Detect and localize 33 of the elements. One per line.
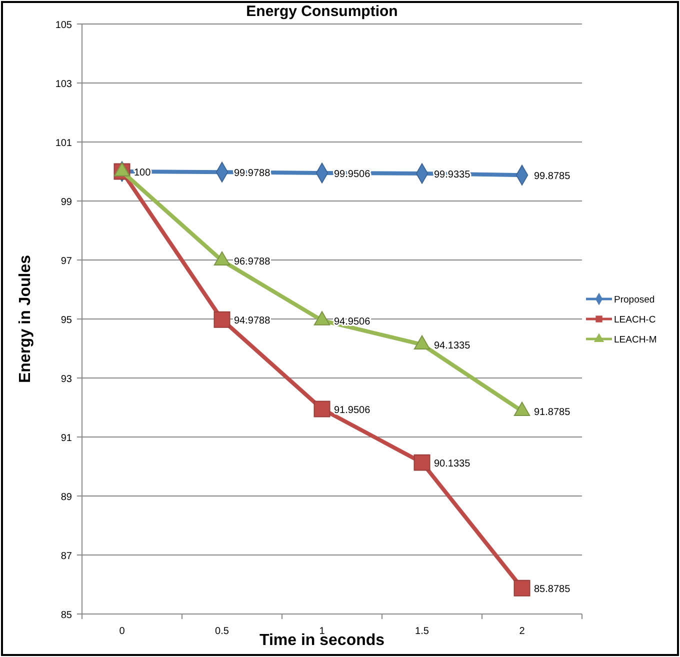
y-tick-label: 95 bbox=[60, 315, 72, 326]
legend-label: LEACH-C bbox=[614, 314, 656, 326]
x-tick-label: 0.5 bbox=[215, 626, 230, 637]
y-tick-label: 99 bbox=[60, 197, 72, 208]
y-tick-label: 103 bbox=[55, 79, 72, 90]
y-tick-label: 87 bbox=[60, 551, 72, 562]
data-label: 94.9506 bbox=[334, 316, 371, 328]
chart-title: Energy Consumption bbox=[246, 3, 398, 20]
y-tick-label: 91 bbox=[60, 433, 72, 444]
y-tick-label: 89 bbox=[60, 492, 72, 503]
y-axis-title: Energy in Joules bbox=[17, 254, 34, 384]
point bbox=[514, 580, 530, 596]
data-label: 85.8785 bbox=[534, 584, 571, 596]
data-label: 90.1335 bbox=[434, 458, 471, 470]
legend-label: LEACH-M bbox=[614, 334, 657, 346]
y-tick-label: 101 bbox=[55, 138, 72, 149]
y-tick-label: 93 bbox=[60, 374, 72, 385]
x-tick-label: 1.5 bbox=[415, 626, 430, 637]
point bbox=[314, 400, 330, 418]
y-tick-label: 85 bbox=[60, 610, 72, 621]
y-tick-label: 97 bbox=[60, 256, 72, 267]
data-label: 91.8785 bbox=[534, 407, 571, 418]
point bbox=[414, 454, 430, 471]
data-label: 94.1335 bbox=[434, 340, 471, 352]
data-label: 91.9506 bbox=[334, 404, 371, 416]
data-label: 96.9788 bbox=[234, 256, 271, 268]
data-label: 99.8785 bbox=[534, 171, 571, 182]
y-tick-label: 105 bbox=[55, 20, 72, 31]
x-tick-label: 2 bbox=[519, 626, 526, 637]
data-label: 94.9788 bbox=[234, 316, 271, 327]
point bbox=[214, 311, 230, 328]
legend-label: Proposed bbox=[614, 294, 655, 306]
x-tick-label: 0 bbox=[119, 626, 126, 637]
